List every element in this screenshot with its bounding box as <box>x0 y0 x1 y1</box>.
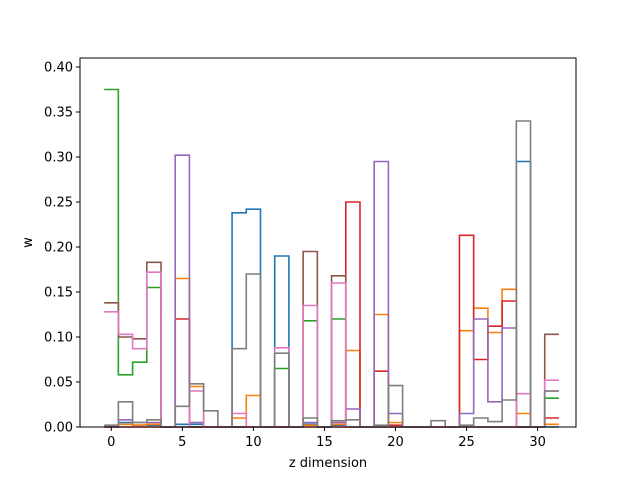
x-tick-label: 20 <box>387 435 404 450</box>
x-tick-label: 5 <box>178 435 186 450</box>
y-axis-label: w <box>21 237 36 248</box>
chart-marks <box>104 88 559 428</box>
x-tick-label: 30 <box>529 435 546 450</box>
y-tick-label: 0.15 <box>44 286 73 301</box>
x-tick-label: 25 <box>458 435 475 450</box>
x-tick-label: 15 <box>316 435 333 450</box>
x-axis-label: z dimension <box>289 456 367 471</box>
y-tick-label: 0.00 <box>44 421 73 436</box>
y-tick-label: 0.05 <box>44 376 73 391</box>
y-tick-label: 0.35 <box>44 106 73 121</box>
y-tick-label: 0.25 <box>44 196 73 211</box>
y-axis-ticks: 0.00 0.05 0.10 0.15 0.20 0.25 0.30 0.35 0.40 <box>44 61 80 436</box>
x-tick-label: 10 <box>245 435 262 450</box>
x-axis-ticks: 0 5 10 15 20 25 30 <box>107 427 546 450</box>
y-tick-label: 0.40 <box>44 61 73 76</box>
y-tick-label: 0.10 <box>44 331 73 346</box>
series-line-6 <box>104 271 559 428</box>
plot-frame <box>79 57 577 428</box>
y-tick-label: 0.30 <box>44 151 73 166</box>
x-tick-label: 0 <box>107 435 115 450</box>
y-tick-label: 0.20 <box>44 241 73 256</box>
